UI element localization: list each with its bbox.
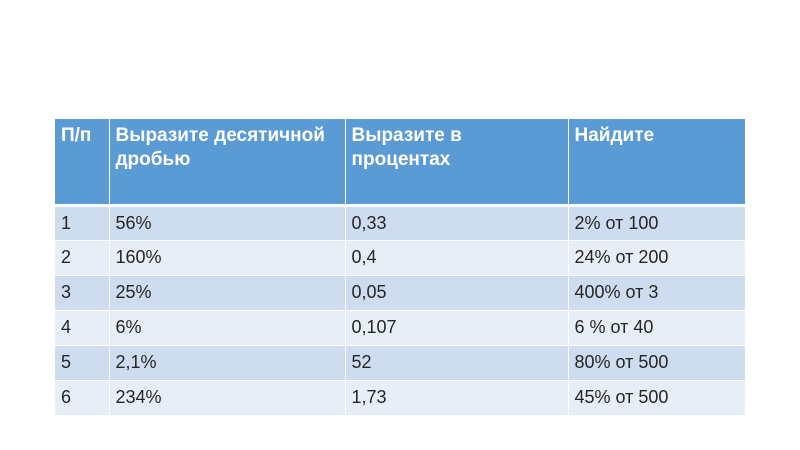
cell-decimal-task: 6% <box>109 310 346 346</box>
header-express-percent: Выразите в процентах <box>345 119 569 207</box>
table-row: 3 25% 0,05 400% от 3 <box>55 275 745 311</box>
cell-find-task: 2% от 100 <box>568 205 745 241</box>
header-express-decimal: Выразите десятичной дробью <box>109 119 346 207</box>
table-row: 6 234% 1,73 45% от 500 <box>55 380 745 416</box>
table-row: 4 6% 0,107 6 % от 40 <box>55 310 745 346</box>
cell-find-task: 80% от 500 <box>568 345 745 381</box>
header-number: П/п <box>55 119 110 207</box>
cell-percent-task: 0,05 <box>345 275 569 311</box>
cell-number: 2 <box>55 240 110 276</box>
cell-find-task: 6 % от 40 <box>568 310 745 346</box>
cell-decimal-task: 234% <box>109 380 346 416</box>
cell-number: 3 <box>55 275 110 311</box>
cell-decimal-task: 56% <box>109 205 346 241</box>
cell-percent-task: 0,33 <box>345 205 569 241</box>
cell-number: 5 <box>55 345 110 381</box>
cell-percent-task: 1,73 <box>345 380 569 416</box>
exercise-table: П/п Выразите десятичной дробью Выразите … <box>55 119 745 416</box>
table-row: 2 160% 0,4 24% от 200 <box>55 240 745 276</box>
cell-number: 1 <box>55 205 110 241</box>
table-header-row: П/п Выразите десятичной дробью Выразите … <box>55 119 745 207</box>
cell-percent-task: 0,107 <box>345 310 569 346</box>
cell-number: 6 <box>55 380 110 416</box>
cell-percent-task: 0,4 <box>345 240 569 276</box>
cell-number: 4 <box>55 310 110 346</box>
table-row: 5 2,1% 52 80% от 500 <box>55 345 745 381</box>
cell-decimal-task: 2,1% <box>109 345 346 381</box>
header-find: Найдите <box>568 119 745 207</box>
cell-find-task: 24% от 200 <box>568 240 745 276</box>
table-row: 1 56% 0,33 2% от 100 <box>55 205 745 241</box>
cell-decimal-task: 160% <box>109 240 346 276</box>
cell-find-task: 400% от 3 <box>568 275 745 311</box>
cell-percent-task: 52 <box>345 345 569 381</box>
cell-find-task: 45% от 500 <box>568 380 745 416</box>
cell-decimal-task: 25% <box>109 275 346 311</box>
